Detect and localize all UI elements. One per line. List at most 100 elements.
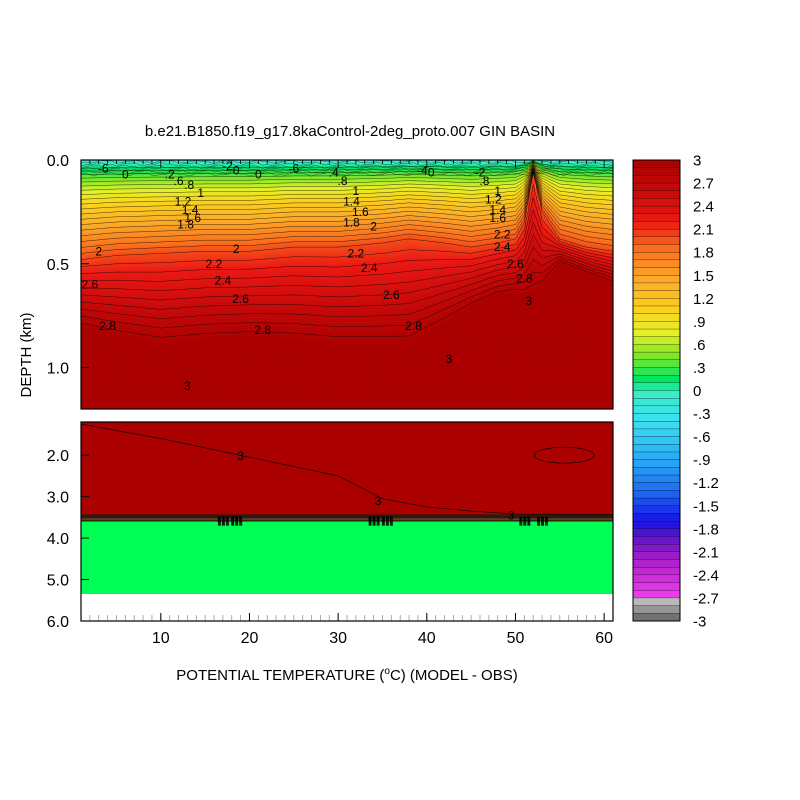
contour-label: 2.8	[516, 271, 533, 285]
contour-label: 2.6	[82, 278, 99, 292]
colorbar-bin	[632, 305, 681, 315]
contour-label: 2.6	[507, 257, 524, 271]
colorbar-bin	[632, 528, 681, 537]
colorbar-label: -2.7	[693, 590, 719, 607]
colorbar-bin	[632, 244, 681, 253]
contour-label: 2.2	[348, 246, 365, 260]
colorbar-bin	[632, 328, 681, 338]
contour-label: 0	[122, 168, 129, 182]
chart-title: b.e21.B1850.f19_g17.8kaControl-2deg_prot…	[145, 123, 555, 140]
contour-label: .8	[479, 174, 489, 188]
contour-label: 2.4	[215, 273, 232, 287]
colorbar-label: 3	[693, 153, 701, 170]
x-tick-label: 20	[241, 630, 259, 647]
colorbar-label: -3	[693, 614, 706, 631]
colorbar-bin	[632, 597, 681, 607]
contour-label: 2.8	[254, 323, 271, 337]
contour-label: .8	[184, 178, 194, 192]
colorbar-bin	[632, 182, 681, 192]
contour-label: 2.4	[361, 261, 378, 275]
x-tick-label: 60	[595, 630, 613, 647]
colorbar-bin	[632, 428, 681, 438]
contour-label: 1.6	[352, 205, 369, 219]
colorbar-bin	[632, 605, 681, 614]
colorbar-bin	[632, 175, 681, 184]
colorbar-bin	[632, 490, 681, 499]
contour-label: 0	[233, 163, 240, 177]
contour-label: 1.2	[175, 195, 192, 209]
contour-label: 2.2	[494, 228, 511, 242]
colorbar-bin	[632, 198, 681, 207]
x-tick-label: 10	[152, 630, 170, 647]
colorbar-bin	[632, 590, 681, 599]
colorbar-bin	[632, 252, 681, 261]
colorbar-bin	[632, 513, 681, 522]
colorbar-bin	[632, 451, 681, 461]
colorbar-bin	[632, 159, 681, 169]
y-tick-label-lower: 2.0	[47, 448, 69, 465]
contour-label: -4	[417, 163, 428, 177]
colorbar-bin	[632, 167, 681, 176]
colorbar-bin	[632, 259, 681, 269]
colorbar-label: 1.8	[693, 245, 714, 262]
x-tick-label: 30	[329, 630, 347, 647]
colorbar-bin	[632, 275, 681, 284]
axes: 10 20 30 40 50 600.00.51.02.03.04.05.06.0	[47, 153, 613, 647]
contour-label: 3	[446, 352, 453, 366]
colorbar-bin	[632, 421, 681, 430]
contour-label: 0	[255, 168, 262, 182]
colorbar-bin	[632, 544, 681, 553]
contour-label: 1	[197, 186, 204, 200]
colorbar-bin	[632, 482, 681, 491]
contour-label: -2	[222, 159, 233, 173]
colorbar-bin	[632, 405, 681, 414]
y-tick-label-upper: 0.5	[47, 257, 69, 274]
colorbar-label: 2.4	[693, 199, 714, 216]
contour-label: 1.6	[489, 211, 506, 225]
contour-label: .4	[329, 165, 339, 179]
contour-label: 2.8	[405, 319, 422, 333]
colorbar-bin	[632, 551, 681, 560]
x-axis-label: POTENTIAL TEMPERATURE (oC) (MODEL - OBS)	[176, 666, 517, 684]
colorbar-bin	[632, 382, 681, 391]
upper-panel	[81, 160, 613, 409]
colorbar-bin	[632, 205, 681, 215]
x-axis-label-unit: C) (MODEL - OBS)	[390, 667, 518, 684]
contour-label: -6	[98, 161, 109, 175]
colorbar-label: -.3	[693, 406, 711, 423]
colorbar-bin	[632, 236, 681, 245]
colorbar-bin	[632, 582, 681, 591]
colorbar-label: 0	[693, 383, 701, 400]
contour-label: 2.4	[494, 240, 511, 254]
colorbar-bin	[632, 613, 681, 622]
colorbar-label: -1.8	[693, 521, 719, 538]
contour-label: 1.4	[343, 195, 360, 209]
colorbar-label: -1.5	[693, 498, 719, 515]
colorbar-bin	[632, 413, 681, 422]
colorbar-bin	[632, 359, 681, 368]
contour-label: 2	[95, 244, 102, 258]
contour-label: 0	[428, 165, 435, 179]
lower-panel	[81, 422, 613, 621]
y-tick-label-lower: 6.0	[47, 614, 69, 631]
contour-label: 2.6	[232, 292, 249, 306]
colorbar-label: -.9	[693, 452, 711, 469]
x-axis-label-main: POTENTIAL TEMPERATURE (	[176, 667, 384, 684]
colorbar-label: .9	[693, 314, 706, 331]
x-tick-label: 50	[507, 630, 525, 647]
colorbar-bin	[632, 474, 681, 484]
contour-label: 1.8	[343, 215, 360, 229]
colorbar-bin	[632, 536, 681, 545]
colorbar-bin	[632, 436, 681, 445]
colorbar-bin	[632, 267, 681, 276]
colorbar-bin	[632, 374, 681, 384]
colorbar-label: 2.1	[693, 222, 714, 239]
contour-label: 3	[237, 449, 244, 463]
contour-label: 2.6	[383, 288, 400, 302]
colorbar-bin	[632, 467, 681, 476]
y-tick-label-lower: 3.0	[47, 490, 69, 507]
colorbar-bin	[632, 398, 681, 407]
contour-labels: -6 0.2.6.811.21.41.61.8-2 0 0 -6.4.811.41.61…	[82, 159, 533, 522]
colorbar-bin	[632, 190, 681, 199]
colorbar-bin	[632, 459, 681, 468]
